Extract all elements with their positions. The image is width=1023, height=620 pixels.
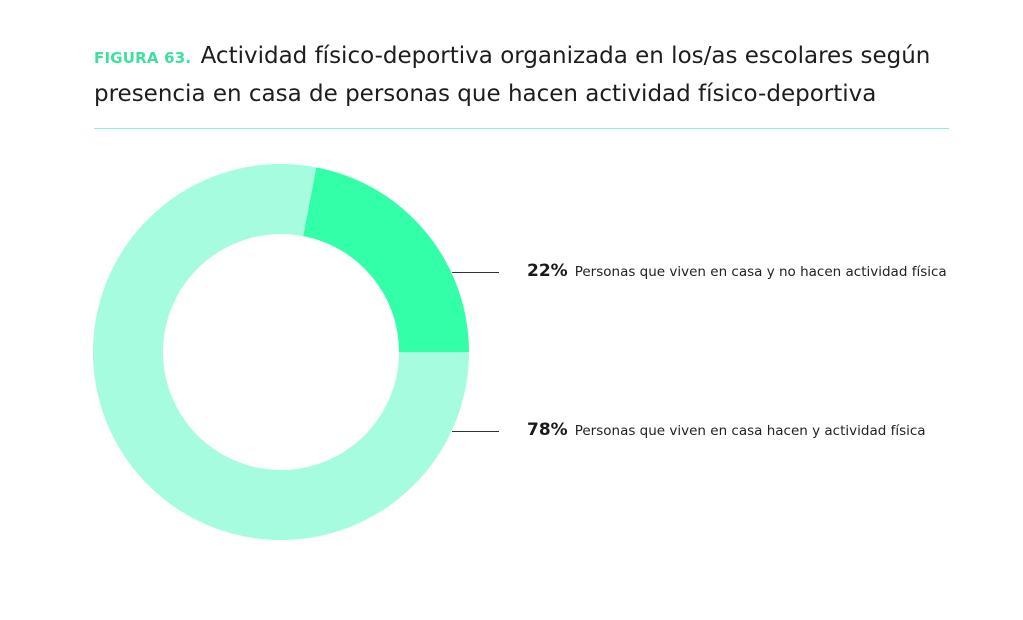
legend-label-0: Personas que viven en casa y no hacen ac… <box>574 264 947 280</box>
donut-slices <box>92 164 469 541</box>
legend-item-0: 22% Personas que viven en casa y no hace… <box>527 261 947 281</box>
chart-title: FIGURA 63. Actividad físico-deportiva or… <box>94 38 954 112</box>
legend-item-1: 78% Personas que viven en casa hacen y a… <box>527 420 926 440</box>
chart-title-text: Actividad físico-deportiva organizada en… <box>94 43 931 107</box>
title-divider <box>94 128 949 129</box>
legend-leader-line-1 <box>452 431 499 432</box>
donut-slice-0 <box>303 167 469 352</box>
donut-slice-1 <box>92 164 469 541</box>
figure-label: FIGURA 63. <box>94 49 192 67</box>
legend-leader-line-0 <box>452 272 499 273</box>
legend-value-0: 22% <box>527 261 568 281</box>
legend-label-1: Personas que viven en casa hacen y activ… <box>574 423 926 439</box>
legend-value-1: 78% <box>527 420 568 440</box>
